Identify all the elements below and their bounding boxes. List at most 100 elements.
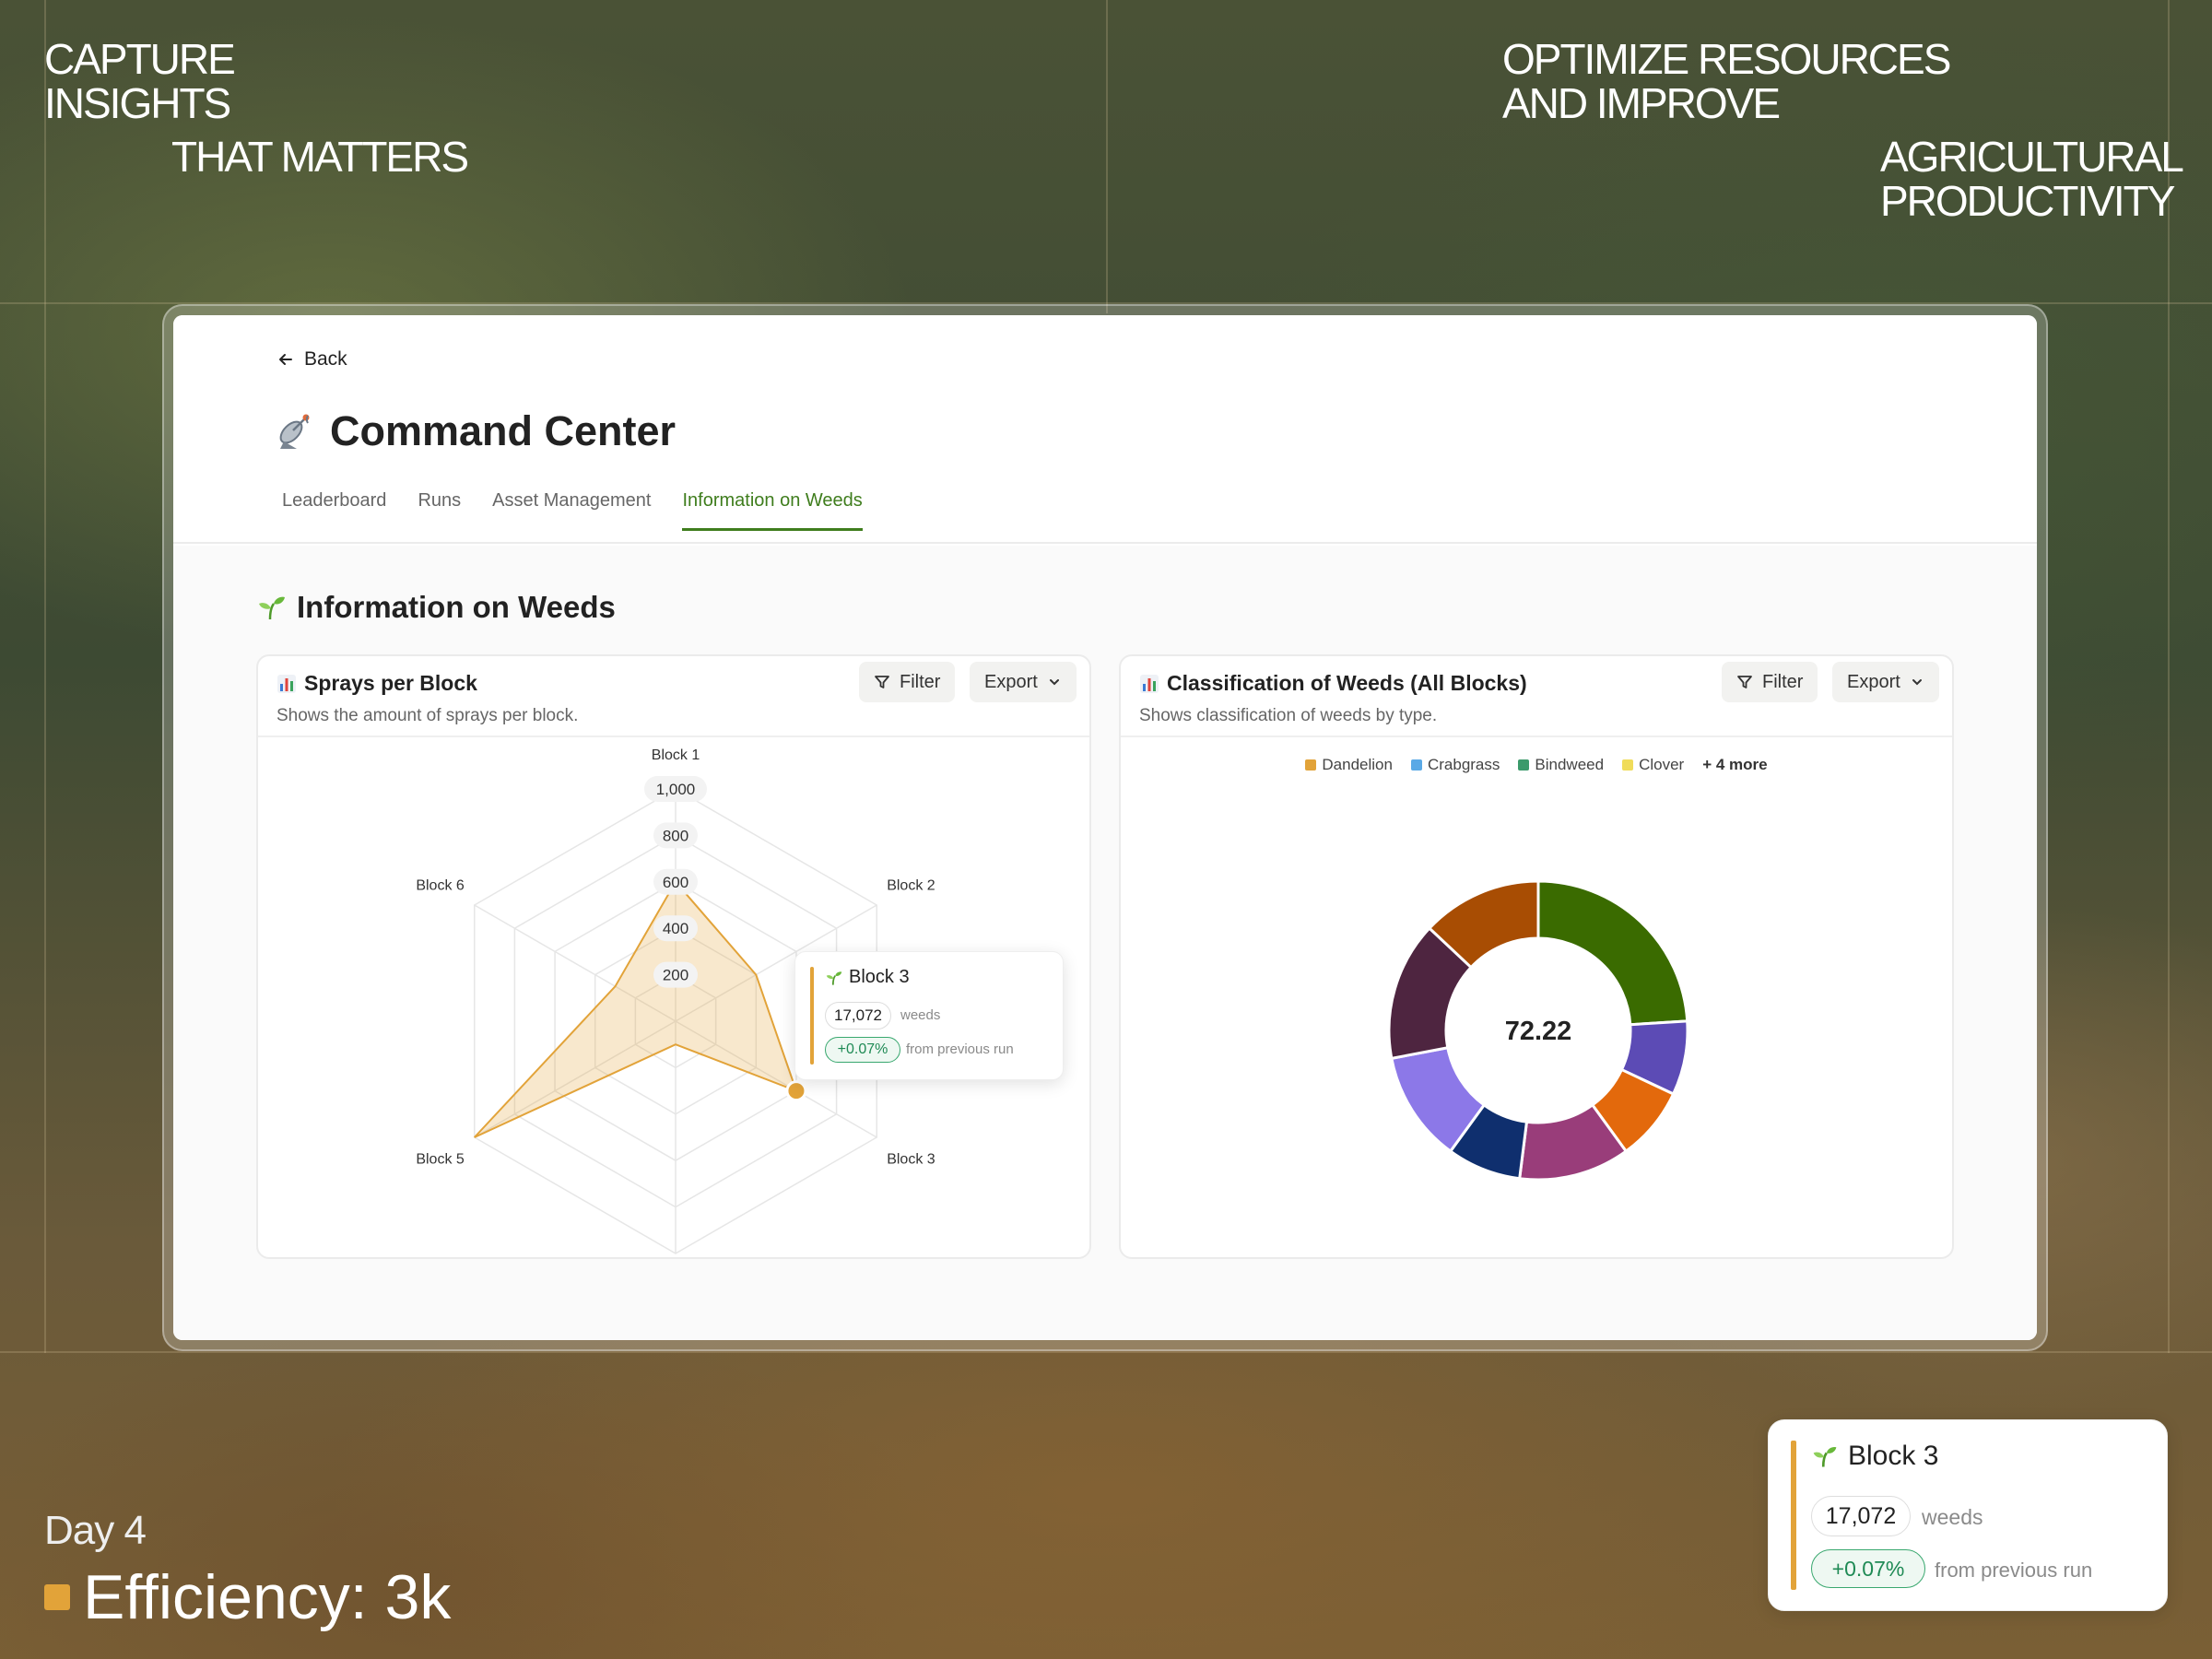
radar-tick-label: 400 [663,920,688,937]
main-content: Information on Weeds Sprays per Block Sh… [173,546,2037,1340]
page-title: Command Center [275,407,676,455]
hero-left: CAPTURE INSIGHTS [44,35,236,125]
radar-tick-pill [653,915,698,942]
legend-label: Crabgrass [1427,756,1500,773]
radar-tick-label: 1,000 [656,781,696,798]
floating-card-accent-bar [1791,1441,1796,1590]
hero-right-top: OPTIMIZE RESOURCES AND IMPROVE [1502,35,1951,127]
classification-chart-area: Dandelion Crabgrass Bindweed Clover + 4 … [1121,737,1952,1257]
legend-swatch [1518,759,1530,771]
sprays-export-label: Export [984,671,1038,692]
hero-right-line-4: PRODUCTIVITY [1880,177,2175,225]
radar-tick-pill [644,776,707,802]
hero-right-line-3: AGRICULTURAL [1880,133,2184,181]
legend-item-bindweed[interactable]: Bindweed [1518,756,1604,774]
legend-label: Clover [1639,756,1685,773]
chart-legend: Dandelion Crabgrass Bindweed Clover + 4 … [1121,756,1952,774]
classification-card-title-text: Classification of Weeds (All Blocks) [1167,671,1527,695]
bar-chart-icon [277,674,296,693]
seedling-icon [1813,1447,1837,1467]
legend-item-crabgrass[interactable]: Crabgrass [1410,756,1500,774]
frame-line-bottom [0,1351,2212,1353]
seedling-icon [826,971,842,985]
frame-line-center [1106,0,1108,313]
legend-swatch [1622,759,1634,771]
tooltip-count-pill: 17,072 [825,1002,891,1030]
classification-export-button[interactable]: Export [1832,662,1939,702]
radar-tick-label: 800 [663,827,688,844]
radar-chart: 200 400 600 800 1,000 Block 1 Block 2 Block 3 Bl… [416,747,935,1254]
radar-tick-label: 600 [663,874,688,891]
chevron-down-icon [1049,679,1059,686]
radar-category-label: Block 2 [887,878,935,894]
chevron-down-icon [1912,679,1922,686]
radar-tick-label: 200 [663,967,688,984]
floating-card-count-pill: 17,072 [1811,1496,1911,1536]
floating-card-change-label: from previous run [1935,1559,2093,1582]
tooltip-change-label: from previous run [906,1041,1014,1057]
sprays-card-title: Sprays per Block [276,671,477,696]
radar-spoke [474,904,677,1022]
donut-chart: 72.22 [1387,879,1689,1182]
classification-card: Classification of Weeds (All Blocks) Sho… [1119,654,1954,1259]
tab-bar: Leaderboard Runs Asset Management Inform… [282,490,863,531]
sprays-export-button[interactable]: Export [970,662,1077,702]
day-label: Day 4 [44,1508,147,1553]
sprays-card: Sprays per Block Shows the amount of spr… [256,654,1091,1259]
donut-slice [1536,879,1689,1027]
radar-tooltip: Block 3 17,072 weeds +0.07% from previou… [794,951,1064,1080]
radar-tick-pill [653,868,698,895]
donut-slice [1427,879,1540,970]
legend-label: Dandelion [1322,756,1393,773]
tooltip-accent-bar [810,967,814,1065]
classification-filter-button[interactable]: Filter [1722,662,1818,702]
sprays-filter-button[interactable]: Filter [859,662,956,702]
tab-information-on-weeds[interactable]: Information on Weeds [682,490,863,531]
hero-right-bottom: AGRICULTURAL PRODUCTIVITY [1880,133,2184,225]
radar-category-label: Block 1 [652,747,700,763]
frame-line-left [44,0,46,1353]
legend-swatch [1305,759,1317,771]
frame-line-right [2168,0,2170,1353]
hero-right-line-2: AND IMPROVE [1502,79,1781,127]
legend-item-clover[interactable]: Clover [1622,756,1684,774]
section-title-text: Information on Weeds [297,590,616,624]
legend-more[interactable]: + 4 more [1702,756,1768,773]
tooltip-block-label: Block 3 [849,967,910,987]
radar-category-label: Block 6 [416,878,465,894]
hero-left-line-3: THAT MATTERS [171,133,469,181]
app-window: Back Command Center Leaderboard Runs Ass… [173,315,2037,1340]
radar-category-label: Block 3 [887,1152,935,1168]
sprays-card-title-text: Sprays per Block [304,671,477,695]
radar-tick-pill [653,822,698,849]
tab-asset-management[interactable]: Asset Management [492,490,652,511]
radar-tick-pill [653,961,698,988]
sprays-filter-label: Filter [900,671,941,692]
floating-card-header: Block 3 [1811,1441,1938,1472]
classification-card-subtitle: Shows classification of weeds by type. [1139,706,1438,725]
classification-export-label: Export [1847,671,1900,692]
tooltip-header: Block 3 [825,967,910,988]
section-title: Information on Weeds [256,590,616,625]
tab-runs[interactable]: Runs [418,490,462,511]
donut-center-label: 72.22 [1505,1017,1572,1046]
radar-spoke [675,904,877,1022]
radar-series-area [474,880,798,1138]
satellite-dish-icon [279,414,310,449]
hero-right-line-1: OPTIMIZE RESOURCES [1502,35,1951,83]
hero-left-line-1: CAPTURE [44,35,236,83]
back-link[interactable]: Back [276,348,347,371]
seedling-icon [259,596,285,620]
tooltip-change-pill: +0.07% [825,1037,900,1063]
legend-label: Bindweed [1535,756,1605,773]
arrow-left-icon [279,354,292,365]
app-header: Back Command Center Leaderboard Runs Ass… [173,315,2037,544]
sprays-chart-area: 200 400 600 800 1,000 Block 1 Block 2 Block 3 Bl… [258,737,1089,1257]
filter-icon [1737,676,1752,688]
classification-card-title: Classification of Weeds (All Blocks) [1139,671,1527,696]
back-label: Back [304,348,347,370]
page-title-text: Command Center [330,407,677,454]
tab-leaderboard[interactable]: Leaderboard [282,490,387,511]
legend-swatch [1410,759,1422,771]
legend-item-dandelion[interactable]: Dandelion [1305,756,1393,774]
